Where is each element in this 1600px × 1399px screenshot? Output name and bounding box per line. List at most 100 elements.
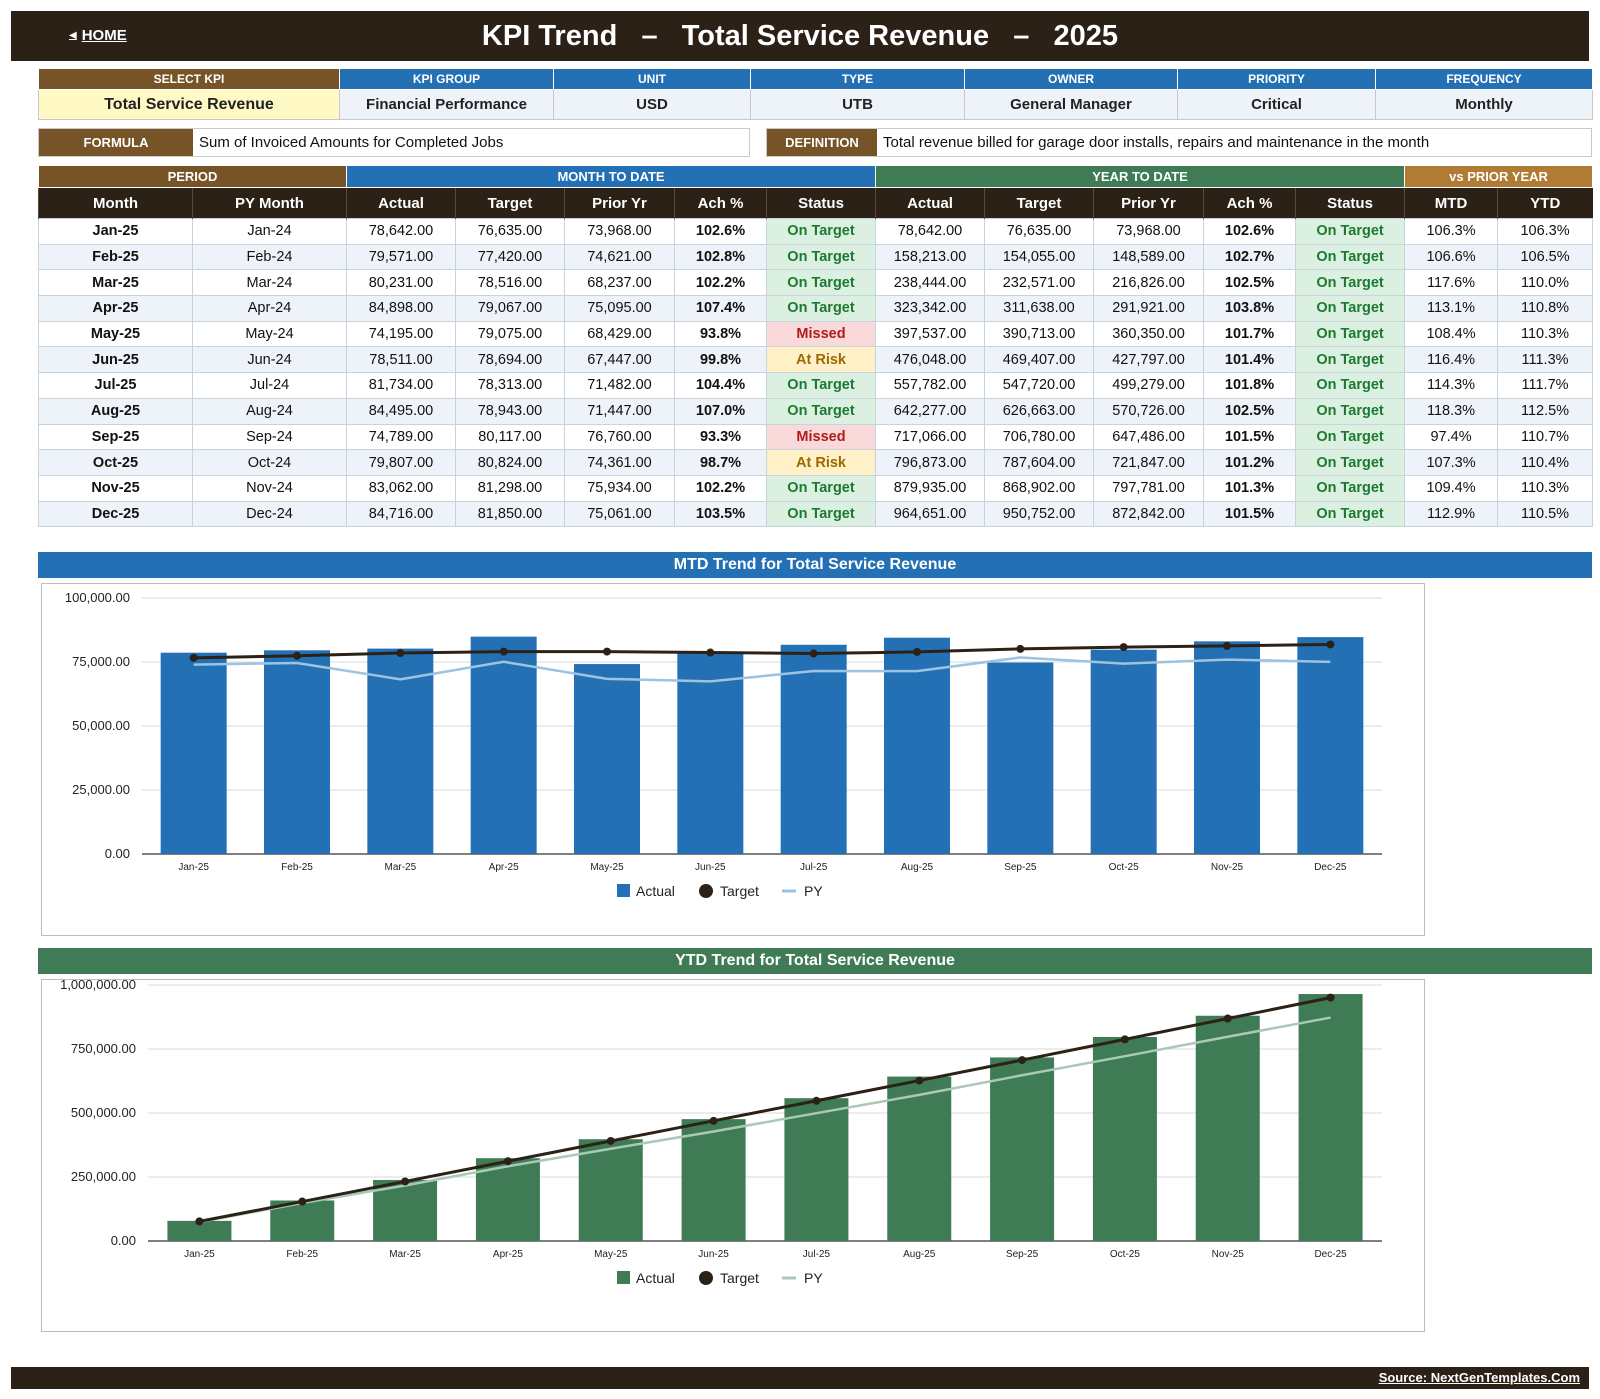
table-cell: 104.4% [674, 372, 767, 399]
x-tick-label: Jun-25 [698, 1249, 729, 1260]
meta-header-priority: PRIORITY [1177, 68, 1376, 90]
legend-label-target: Target [720, 1270, 759, 1286]
table-cell: 71,447.00 [564, 397, 675, 425]
legend-label-py: PY [804, 883, 823, 899]
table-cell: 78,642.00 [346, 218, 456, 245]
status-badge: On Target [1294, 500, 1406, 528]
table-cell: 76,635.00 [455, 218, 565, 245]
status-badge: On Target [766, 269, 876, 297]
table-cell: 106.5% [1497, 243, 1594, 271]
table-cell: 110.0% [1497, 269, 1594, 297]
col-header: Month [38, 187, 193, 219]
ytd-chart-svg: 0.00 250,000.00 500,000.00 750,000.00 1,000,… [60, 980, 1382, 1286]
mtd-chart: 0.00 25,000.00 50,000.00 75,000.00 100,000.0… [41, 583, 1425, 936]
table-cell: Jul-24 [192, 372, 347, 399]
group-year-to-date: YEAR TO DATE [874, 165, 1406, 188]
formula-text: Sum of Invoiced Amounts for Completed Jo… [199, 134, 504, 151]
x-tick-label: Feb-25 [281, 862, 313, 873]
status-badge: On Target [766, 243, 876, 271]
bar-actual [574, 664, 640, 854]
table-cell: 879,935.00 [875, 474, 985, 502]
x-tick-label: Mar-25 [389, 1249, 421, 1260]
table-cell: 71,482.00 [564, 372, 675, 399]
status-badge: At Risk [766, 449, 876, 476]
table-cell: 872,842.00 [1093, 500, 1204, 528]
meta-priority-value: Critical [1177, 89, 1376, 120]
table-cell: 79,075.00 [455, 320, 565, 348]
table-cell: 74,621.00 [564, 243, 675, 271]
source-link[interactable]: Source: NextGenTemplates.Com [1378, 1370, 1580, 1385]
table-cell: 73,968.00 [564, 218, 675, 245]
marker-target [1326, 993, 1335, 1002]
table-cell: 964,651.00 [875, 500, 985, 528]
meta-unit-value: USD [553, 89, 751, 120]
legend-label-actual: Actual [636, 883, 675, 899]
table-cell: 102.2% [674, 269, 767, 297]
table-cell: 390,713.00 [984, 320, 1094, 348]
y-tick-label: 75,000.00 [72, 654, 130, 669]
meta-owner-value: General Manager [964, 89, 1178, 120]
table-cell: 360,350.00 [1093, 320, 1204, 348]
table-cell: 84,495.00 [346, 397, 456, 425]
table-cell: Dec-24 [192, 500, 347, 528]
col-header: Prior Yr [1093, 187, 1204, 219]
table-row: May-25 May-24 74,195.00 79,075.00 68,429.00 9… [38, 320, 1594, 348]
bar-actual [367, 648, 434, 854]
status-badge: Missed [766, 320, 876, 348]
marker-target [401, 1177, 410, 1186]
footer-bar: Source: NextGenTemplates.Com [11, 1367, 1589, 1389]
table-cell: 75,061.00 [564, 500, 675, 528]
bar-actual [470, 636, 537, 854]
table-cell: 116.4% [1404, 346, 1499, 374]
col-header: Actual [346, 187, 456, 219]
y-tick-label: 0.00 [111, 1233, 136, 1248]
bar-actual [1194, 641, 1260, 854]
table-cell: 107.3% [1404, 449, 1499, 476]
table-cell: 110.3% [1497, 320, 1594, 348]
bar-actual [578, 1139, 643, 1241]
status-badge: On Target [1294, 397, 1406, 425]
table-cell: 79,571.00 [346, 243, 456, 271]
table-cell: 83,062.00 [346, 474, 456, 502]
table-cell: 78,313.00 [455, 372, 565, 399]
table-row: Dec-25 Dec-24 84,716.00 81,850.00 75,061.00 1… [38, 500, 1594, 528]
table-cell: 787,604.00 [984, 449, 1094, 476]
table-cell: 706,780.00 [984, 423, 1094, 451]
kpi-meta-table: SELECT KPI KPI GROUP UNIT TYPE OWNER PRI… [38, 68, 1593, 120]
table-row: Aug-25 Aug-24 84,495.00 78,943.00 71,447.00 1… [38, 397, 1594, 425]
status-badge: On Target [766, 397, 876, 425]
x-tick-label: Oct-25 [1110, 1249, 1140, 1260]
x-tick-label: Mar-25 [384, 862, 416, 873]
table-row: Jan-25 Jan-24 78,642.00 76,635.00 73,968.00 1… [38, 218, 1594, 245]
table-cell: Jan-25 [38, 218, 193, 245]
table-cell: 427,797.00 [1093, 346, 1204, 374]
marker-target [293, 651, 301, 660]
table-cell: 75,095.00 [564, 295, 675, 322]
table-cell: 112.5% [1497, 397, 1594, 425]
status-badge: On Target [1294, 449, 1406, 476]
legend-label-py: PY [804, 1270, 823, 1286]
marker-target [195, 1217, 204, 1226]
table-cell: 103.8% [1203, 295, 1296, 322]
group-month-to-date: MONTH TO DATE [346, 165, 876, 188]
meta-kpi-group-value: Financial Performance [339, 89, 554, 120]
x-tick-label: Sep-25 [1004, 862, 1037, 873]
table-cell: Oct-25 [38, 449, 193, 476]
table-cell: Mar-25 [38, 269, 193, 297]
kpi-select-dropdown[interactable]: Total Service Revenue [38, 89, 340, 120]
x-tick-label: Dec-25 [1314, 1249, 1347, 1260]
table-cell: 323,342.00 [875, 295, 985, 322]
bar-actual [1092, 1037, 1157, 1241]
table-cell: 68,429.00 [564, 320, 675, 348]
home-link[interactable]: ◀ HOME [69, 27, 127, 44]
table-row: Jul-25 Jul-24 81,734.00 78,313.00 71,482.00 1… [38, 372, 1594, 399]
table-cell: 108.4% [1404, 320, 1499, 348]
header-bar: ◀ HOME KPI Trend – Total Service Revenue… [11, 11, 1589, 61]
meta-type-value: UTB [750, 89, 965, 120]
table-cell: 397,537.00 [875, 320, 985, 348]
marker-target [1018, 1056, 1027, 1065]
table-cell: Jun-24 [192, 346, 347, 374]
bar-actual [167, 1220, 232, 1241]
col-header: Actual [875, 187, 985, 219]
bar-actual [987, 662, 1054, 854]
